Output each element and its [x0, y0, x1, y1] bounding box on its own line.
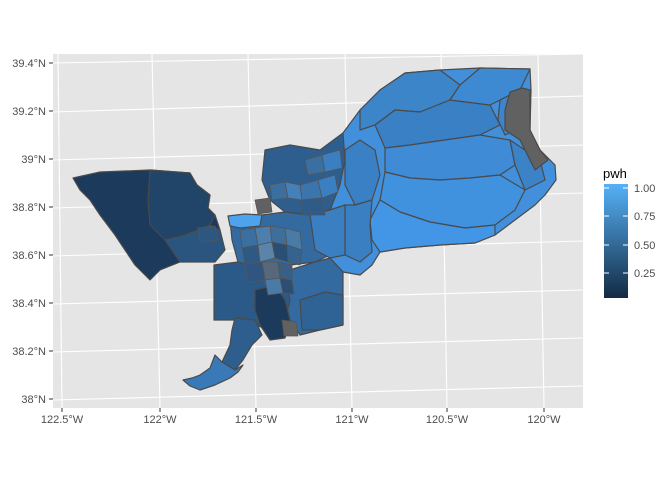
- region-south-delta: [221, 317, 263, 371]
- y-tick-label: 38°N: [21, 394, 46, 406]
- tract: [279, 277, 295, 295]
- map-regions: [72, 67, 557, 391]
- y-tick-label: 38.6°N: [12, 250, 46, 262]
- x-tick-label: 120.5°W: [426, 414, 469, 426]
- gridline-lon-120: [537, 53, 545, 409]
- gridline-lon-122.5: [57, 53, 63, 409]
- tract: [317, 174, 339, 199]
- y-tick-label: 38.4°N: [12, 298, 46, 310]
- legend: pwh 1.00 0.75 0.50 0.25: [603, 166, 655, 298]
- y-tick-label: 38.2°N: [12, 346, 46, 358]
- x-tick-label: 122°W: [143, 414, 177, 426]
- region-east-g: [344, 139, 381, 206]
- region-east-h: [344, 199, 373, 263]
- tract: [244, 261, 266, 283]
- y-tick-label: 39°N: [21, 154, 46, 166]
- tract: [284, 181, 303, 201]
- y-tick-label: 38.8°N: [12, 202, 46, 214]
- legend-label: 0.50: [634, 240, 655, 252]
- gridline-lat-39.4: [52, 53, 584, 64]
- urban-tracts: [197, 149, 343, 337]
- tract: [197, 225, 219, 243]
- x-tick-label: 120°W: [527, 414, 561, 426]
- x-axis: [61, 408, 545, 412]
- region-central-east-b: [309, 204, 346, 259]
- x-tick-label: 121°W: [335, 414, 369, 426]
- tract: [241, 244, 261, 265]
- y-tick-label: 39.4°N: [12, 58, 46, 70]
- tract: [286, 244, 303, 266]
- region-northwest-b: [147, 169, 216, 241]
- region-east-f: [369, 199, 496, 253]
- region-southwest-tail: [182, 354, 244, 391]
- region-south-east-b: [299, 291, 344, 331]
- legend-label: 1.00: [634, 183, 655, 195]
- legend-label: 0.25: [634, 268, 655, 280]
- tract: [299, 197, 326, 216]
- x-tick-label: 122.5°W: [41, 414, 84, 426]
- legend-colorbar: [604, 184, 628, 298]
- x-tick-label: 121.5°W: [235, 414, 278, 426]
- tract: [254, 197, 273, 215]
- y-tick-label: 39.2°N: [12, 106, 46, 118]
- tract: [281, 319, 299, 337]
- gridline-lat-38.2: [52, 337, 584, 353]
- region-central-lightpatch: [227, 213, 263, 229]
- tract: [277, 261, 293, 281]
- legend-label: 0.75: [634, 211, 655, 223]
- tract: [321, 149, 343, 173]
- y-axis: [49, 62, 53, 400]
- legend-title: pwh: [603, 166, 627, 181]
- gridline-lat-38: [52, 385, 584, 401]
- region-na: [504, 87, 549, 171]
